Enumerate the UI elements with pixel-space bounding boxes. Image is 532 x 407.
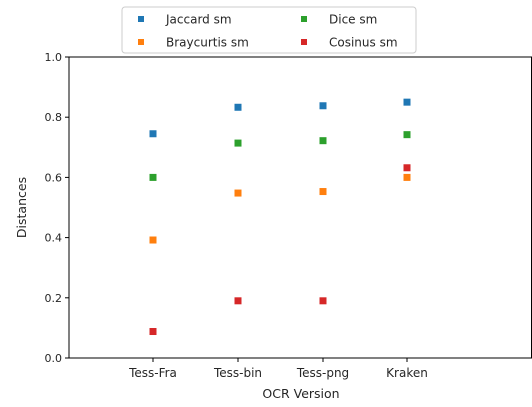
data-point [235,140,242,147]
x-tick-label: Kraken [386,366,428,380]
y-tick-label: 0.2 [45,292,63,305]
x-tick-label: Tess-bin [213,366,262,380]
x-tick-label: Tess-png [296,366,349,380]
legend-label: Cosinus sm [329,36,398,50]
data-point [150,174,157,181]
data-point [235,297,242,304]
data-point [150,328,157,335]
y-tick-label: 1.0 [45,51,63,64]
y-tick-label: 0.0 [45,352,63,365]
data-point [235,190,242,197]
data-point [320,137,327,144]
data-point [320,297,327,304]
data-point [235,104,242,111]
legend-marker [301,16,307,22]
legend-marker [138,16,144,22]
data-point [150,130,157,137]
data-point [404,99,411,106]
y-tick-label: 0.8 [45,111,63,124]
data-point [320,188,327,195]
data-point [404,131,411,138]
chart-legend: Jaccard sm Braycurtis sm Dice sm Cosinus sm [122,7,416,53]
legend-label: Dice sm [329,13,377,27]
legend-marker [138,39,144,45]
y-tick-label: 0.4 [45,232,63,245]
data-point [150,237,157,244]
axes-layer: 0.0 0.2 0.4 0.6 0.8 1.0 Tess-Fra Tess-bin Tess-p… [45,51,532,380]
y-tick-label: 0.6 [45,171,63,184]
legend-label: Jaccard sm [165,13,232,27]
legend-label: Braycurtis sm [166,36,249,50]
x-tick-label: Tess-Fra [128,366,177,380]
x-axis-label: OCR Version [262,386,339,401]
marks-layer [150,99,411,335]
data-point [404,174,411,181]
legend-marker [301,39,307,45]
y-axis-label: Distances [14,177,29,238]
data-point [320,102,327,109]
data-point [404,164,411,171]
